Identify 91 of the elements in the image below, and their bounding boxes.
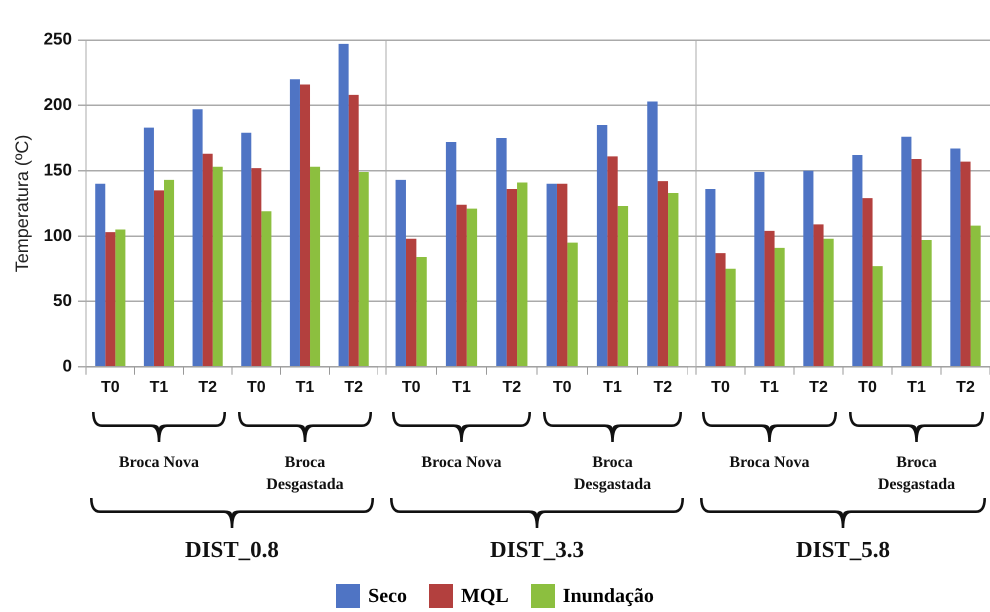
bar [212, 166, 223, 366]
bar [668, 192, 678, 366]
y-axis-title: Temperatura (ºC) [12, 134, 32, 272]
bar [446, 142, 456, 366]
bar [647, 101, 658, 366]
bar [813, 224, 824, 366]
x-tick-label: T1 [760, 378, 779, 396]
bar [144, 128, 154, 366]
bar [567, 242, 578, 366]
bar [396, 180, 406, 366]
bar [261, 211, 272, 366]
text: Broca Desgastada [265, 453, 345, 495]
bar [241, 132, 252, 366]
x-axis-title: DIST_5.8 [795, 537, 891, 563]
bar [960, 162, 971, 366]
bar [154, 190, 164, 366]
bar [406, 238, 416, 366]
bar [496, 138, 507, 366]
x-tick-label: T1 [907, 378, 926, 396]
bar [506, 189, 518, 366]
legend-label: MQL [460, 584, 509, 608]
x-tick-label: T0 [858, 378, 877, 396]
bar [715, 253, 726, 366]
x-tick-label: T0 [552, 378, 572, 396]
x-tick-label: T0 [246, 378, 266, 396]
bar [416, 256, 427, 366]
text: Broca Nova [118, 453, 200, 473]
y-tick-label: 100 [44, 226, 72, 245]
bar [105, 232, 116, 366]
x-tick-label: T1 [296, 378, 314, 396]
y-tick-label: 0 [62, 356, 72, 376]
bar [726, 268, 736, 366]
x-tick-label: T2 [653, 378, 672, 396]
bar [95, 184, 106, 366]
bar [901, 136, 912, 366]
x-tick-label: T1 [150, 378, 168, 396]
x-tick-label: T2 [956, 378, 975, 396]
x-tick-label: T0 [402, 378, 421, 396]
x-tick-label: T0 [100, 378, 120, 396]
bar [596, 124, 608, 366]
bar [164, 180, 174, 366]
x-tick-label: T0 [711, 378, 730, 396]
bar [300, 84, 310, 366]
bar [310, 166, 320, 366]
bar [911, 158, 922, 366]
bar [862, 198, 873, 366]
y-tick-label: 150 [44, 160, 72, 180]
bar [950, 148, 960, 366]
x-tick-label: T2 [502, 378, 522, 396]
bar [556, 184, 568, 366]
bar [251, 168, 262, 366]
text: Broca Nova [728, 453, 811, 473]
x-tick-label: T2 [344, 378, 364, 396]
bar [546, 184, 557, 366]
x-axis-title: DIST_3.3 [489, 537, 585, 563]
text: Broca Desgastada [572, 453, 652, 495]
bar [852, 155, 862, 366]
legend-label: Inundação [562, 584, 654, 608]
x-axis-title: DIST_0.8 [184, 537, 280, 563]
bar [658, 181, 668, 366]
bar [202, 154, 213, 366]
x-tick-label: T1 [452, 378, 471, 396]
bar [764, 230, 775, 366]
bar [456, 204, 467, 366]
bar [922, 240, 932, 366]
y-tick-label: 50 [53, 291, 72, 310]
bar [754, 172, 764, 366]
x-tick-label: T2 [198, 378, 218, 396]
bar [466, 208, 478, 366]
bar [803, 170, 814, 366]
bar [618, 206, 628, 366]
bar [872, 266, 883, 366]
bar [607, 156, 618, 366]
y-tick-label: 250 [44, 30, 72, 49]
legend-label: Seco [368, 584, 407, 608]
x-tick-label: T2 [809, 378, 828, 396]
bar [348, 94, 359, 366]
bar [774, 248, 785, 366]
bar [338, 44, 349, 366]
y-tick-label: 200 [44, 95, 72, 114]
bar [290, 79, 300, 366]
text: Broca Nova [420, 453, 503, 473]
x-tick-label: T1 [603, 378, 622, 396]
bar [970, 226, 981, 366]
bar [358, 172, 369, 366]
bar [192, 109, 203, 366]
bar [824, 238, 834, 366]
bar [705, 189, 716, 366]
bar [517, 182, 528, 366]
text: Broca Desgastada [876, 453, 956, 495]
bar [115, 230, 126, 366]
